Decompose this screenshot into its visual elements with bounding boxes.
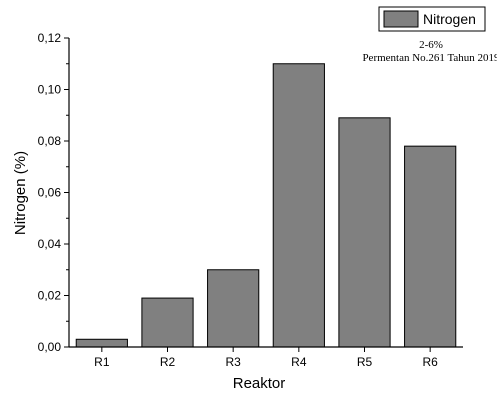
bars-group — [75, 63, 457, 348]
bar-r3 — [207, 269, 260, 348]
annotation-range: 2-6% — [419, 39, 443, 51]
y-tick-label: 0,06 — [38, 186, 62, 200]
x-tick-label: R5 — [357, 355, 373, 369]
x-tick-label: R1 — [94, 355, 110, 369]
y-tick-label: 0,00 — [38, 340, 62, 354]
legend-swatch — [383, 10, 419, 28]
bar-r4 — [272, 63, 325, 348]
x-tick-label: R6 — [422, 355, 438, 369]
y-tick-label: 0,10 — [38, 83, 62, 97]
x-axis-title: Reaktor — [233, 375, 286, 392]
y-tick-label: 0,04 — [38, 237, 62, 251]
y-ticks-group: 0,00 0,02 0,04 0,06 0,08 0,10 0,12 — [38, 31, 69, 354]
bar-r6 — [404, 145, 457, 348]
y-tick-label: 0,08 — [38, 134, 62, 148]
legend: Nitrogen — [378, 6, 486, 32]
x-ticks-group: R1 R2 R3 R4 R5 R6 — [94, 347, 438, 369]
y-tick-label: 0,02 — [38, 289, 62, 303]
annotation-regulation: Permentan No.261 Tahun 2019 — [362, 52, 497, 64]
bar-r5 — [338, 117, 391, 348]
bar-r2 — [141, 297, 194, 348]
y-axis-title: Nitrogen (%) — [12, 151, 29, 235]
y-tick-label: 0,12 — [38, 31, 62, 45]
x-tick-label: R4 — [291, 355, 307, 369]
bar-r1 — [75, 338, 128, 348]
x-tick-label: R2 — [160, 355, 176, 369]
legend-label: Nitrogen — [423, 11, 476, 27]
x-tick-label: R3 — [225, 355, 241, 369]
